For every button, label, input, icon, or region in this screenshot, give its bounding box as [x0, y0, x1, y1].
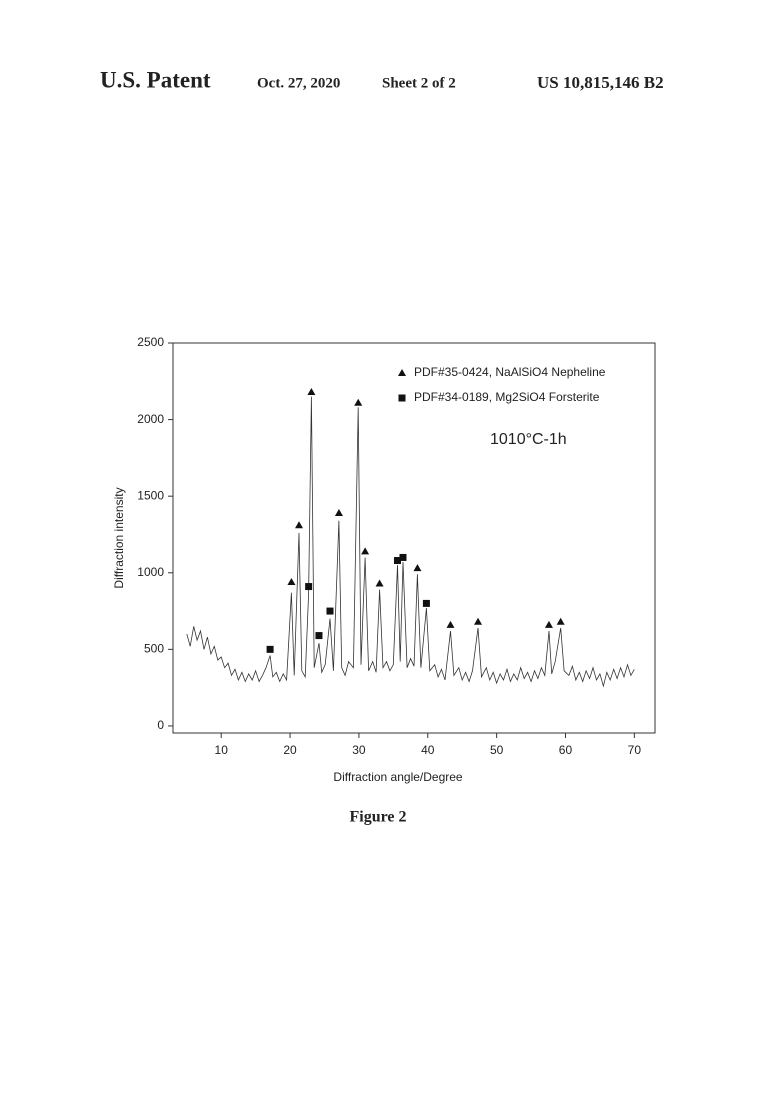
triangle-marker: [334, 509, 343, 517]
header-date: Oct. 27, 2020: [257, 75, 340, 91]
x-tick-label: 60: [559, 743, 573, 757]
y-tick-label: 2500: [137, 335, 164, 349]
square-marker: [393, 557, 401, 565]
square-marker: [399, 553, 407, 561]
square-marker: [315, 632, 323, 640]
legend-label: PDF#35-0424, NaAlSiO4 Nepheline: [414, 365, 606, 379]
square-marker: [305, 583, 313, 591]
triangle-marker: [354, 398, 363, 406]
annotation: 1010°C-1h: [490, 431, 567, 448]
caption: Figure 2: [349, 809, 406, 826]
x-tick-label: 10: [215, 743, 229, 757]
x-axis-label: Diffraction angle/Degree: [333, 770, 463, 784]
square-marker: [422, 599, 430, 607]
square-marker: [326, 607, 334, 615]
triangle-marker: [307, 388, 316, 396]
triangle-marker: [544, 620, 553, 628]
triangle-marker: [556, 617, 565, 625]
triangle-marker: [413, 564, 422, 572]
legend-symbol: [398, 394, 406, 402]
y-axis-label: Diffraction intensity: [112, 487, 126, 588]
header-number: US 10,815,146 B2: [537, 73, 664, 92]
y-tick-label: 2000: [137, 412, 164, 426]
triangle-marker: [446, 620, 455, 628]
header-left: U.S. Patent: [100, 67, 211, 92]
x-tick-label: 70: [628, 743, 642, 757]
legend-symbol: [398, 369, 406, 376]
y-tick-label: 0: [157, 718, 164, 732]
triangle-marker: [375, 579, 384, 587]
y-tick-label: 1000: [137, 565, 164, 579]
y-tick-label: 1500: [137, 488, 164, 502]
triangle-marker: [287, 577, 296, 585]
header-sheet: Sheet 2 of 2: [382, 75, 456, 91]
legend-label: PDF#34-0189, Mg2SiO4 Forsterite: [414, 390, 600, 404]
x-tick-label: 40: [421, 743, 435, 757]
plot-frame: [172, 342, 656, 734]
triangle-marker: [295, 521, 304, 529]
square-marker: [266, 645, 274, 653]
triangle-marker: [474, 617, 483, 625]
y-tick-label: 500: [144, 642, 164, 656]
triangle-marker: [361, 547, 370, 555]
x-tick-label: 20: [283, 743, 297, 757]
x-tick-label: 50: [490, 743, 504, 757]
x-tick-label: 30: [352, 743, 366, 757]
xrd-trace: [186, 396, 635, 688]
